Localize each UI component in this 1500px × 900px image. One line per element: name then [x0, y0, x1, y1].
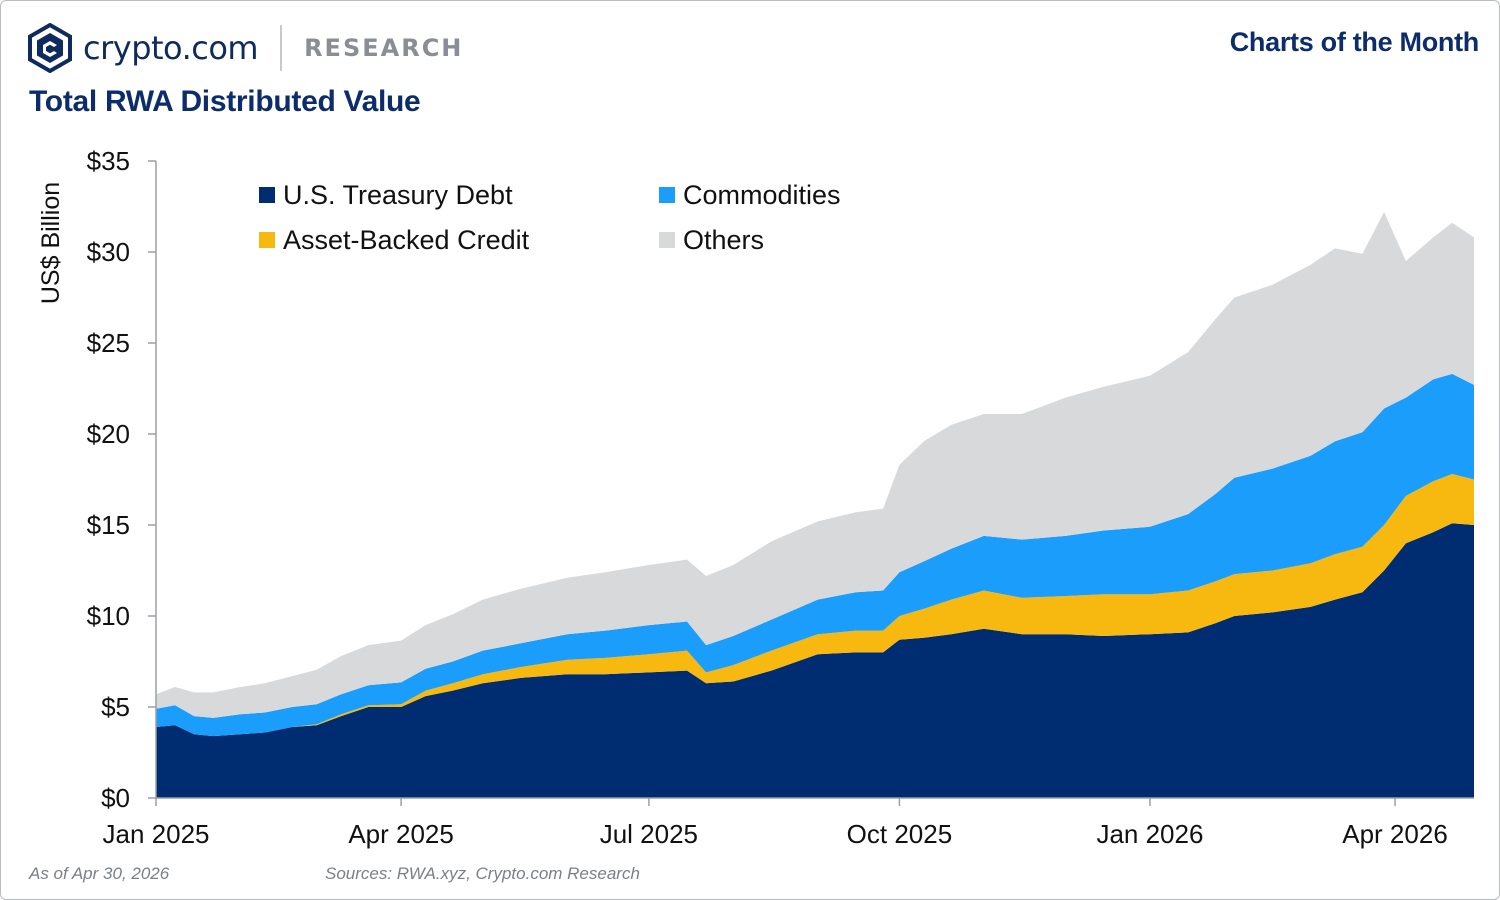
- brand-divider: [280, 25, 283, 71]
- y-tick-label: $0: [101, 783, 130, 813]
- section-label: RESEARCH: [304, 34, 464, 62]
- y-tick-label: $20: [87, 419, 130, 449]
- legend-label-asset-backed-credit: Asset-Backed Credit: [283, 225, 530, 255]
- crypto-com-logo-icon: [28, 23, 72, 73]
- y-axis-label: US$ Billion: [37, 182, 65, 304]
- x-tick-label: Oct 2025: [847, 819, 953, 849]
- chart-title: Total RWA Distributed Value: [29, 85, 421, 118]
- legend-label-others: Others: [683, 225, 764, 255]
- series-area-commodities: [156, 373, 1474, 737]
- sources-note: Sources: RWA.xyz, Crypto.com Research: [325, 864, 640, 883]
- series-area-asset-backed-credit: [156, 474, 1474, 737]
- legend-swatch-others: [659, 232, 675, 248]
- legend-swatch-commodities: [659, 187, 675, 203]
- brand-header: crypto.com RESEARCH: [27, 23, 463, 73]
- x-tick-label: Apr 2026: [1342, 819, 1448, 849]
- x-tick-label: Jan 2026: [1096, 819, 1203, 849]
- series-area-others: [156, 212, 1474, 718]
- legend-label-commodities: Commodities: [683, 180, 841, 210]
- y-tick-label: $35: [87, 146, 130, 176]
- brand-wordmark: crypto.com: [83, 29, 259, 67]
- legend-swatch-asset-backed-credit: [259, 232, 275, 248]
- series-title: Charts of the Month: [1229, 27, 1480, 57]
- x-tick-label: Jul 2025: [600, 819, 698, 849]
- as-of-note: As of Apr 30, 2026: [29, 864, 170, 883]
- x-tick-label: Apr 2025: [348, 819, 454, 849]
- y-tick-label: $30: [87, 237, 130, 267]
- y-tick-label: $25: [87, 328, 130, 358]
- y-tick-label: $15: [87, 510, 130, 540]
- x-tick-label: Jan 2025: [103, 819, 210, 849]
- series-area-u-s-treasury-debt: [156, 523, 1474, 798]
- legend-swatch-u-s-treasury-debt: [259, 187, 275, 203]
- y-tick-label: $5: [101, 692, 130, 722]
- legend-label-u-s-treasury-debt: U.S. Treasury Debt: [283, 180, 513, 210]
- y-tick-label: $10: [87, 601, 130, 631]
